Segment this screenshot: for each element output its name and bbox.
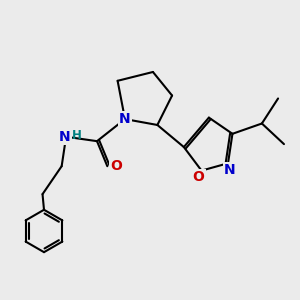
Text: H: H xyxy=(72,129,82,142)
Text: O: O xyxy=(193,170,205,184)
Text: N: N xyxy=(224,163,235,177)
Text: N: N xyxy=(119,112,131,126)
Text: O: O xyxy=(110,159,122,173)
Text: N: N xyxy=(59,130,70,144)
